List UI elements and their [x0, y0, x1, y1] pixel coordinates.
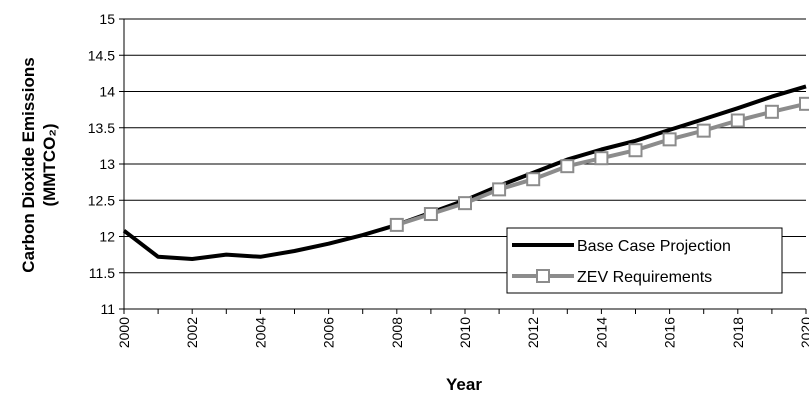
y-tick-label: 12 — [99, 229, 115, 245]
y-tick-label: 12.5 — [88, 192, 115, 208]
x-tick-label: 2000 — [116, 317, 132, 348]
zev-data-point — [799, 96, 809, 111]
y-tick-label: 14.5 — [88, 47, 115, 63]
zev-data-point — [594, 151, 609, 166]
zev-data-point — [662, 132, 677, 147]
legend-marker-zev — [536, 269, 550, 283]
series-layer — [122, 84, 809, 261]
y-ticks: 11 11.5 12 12.5 13 13.5 14 14.5 15 — [88, 11, 124, 317]
x-tick-label: 2010 — [457, 317, 473, 348]
x-tick-label: 2004 — [252, 317, 268, 348]
x-tick-label: 2016 — [662, 317, 678, 348]
zev-data-point — [764, 104, 779, 119]
y-axis-unit: (MMTCO₂) — [40, 123, 59, 206]
zev-data-point — [492, 182, 507, 197]
zev-data-point — [389, 217, 404, 232]
y-tick-label: 13 — [99, 156, 115, 172]
y-tick-label: 11.5 — [89, 265, 115, 281]
y-tick-label: 15 — [99, 11, 115, 27]
x-tick-label: 2012 — [525, 317, 541, 348]
x-axis-title: Year — [446, 375, 482, 394]
zev-data-point — [696, 123, 711, 138]
y-tick-label: 13.5 — [88, 120, 115, 136]
zev-data-point — [628, 143, 643, 158]
legend: Base Case Projection ZEV Requirements — [506, 227, 783, 294]
x-tick-label: 2014 — [593, 317, 609, 348]
zev-data-point — [458, 196, 472, 211]
y-tick-label: 14 — [99, 84, 115, 100]
x-tick-label: 2002 — [184, 317, 200, 348]
y-tick-label: 11 — [100, 301, 115, 317]
x-tick-label: 2018 — [730, 317, 746, 348]
x-tick-label: 2008 — [389, 317, 405, 348]
y-axis-title: Carbon Dioxide Emissions — [19, 57, 38, 272]
legend-label-base-case: Base Case Projection — [577, 238, 731, 255]
x-tick-label: 2006 — [321, 317, 337, 348]
zev-data-point — [526, 172, 541, 187]
legend-box — [506, 227, 783, 294]
zev-data-point — [560, 159, 575, 174]
zev-data-point — [730, 113, 745, 128]
x-tick-label: 2020 — [798, 317, 809, 348]
zev-data-point — [423, 207, 438, 222]
x-ticks: 2000 2002 2004 2006 2008 2010 2012 2014 2016 2018… — [116, 309, 809, 348]
legend-label-zev: ZEV Requirements — [577, 269, 712, 286]
